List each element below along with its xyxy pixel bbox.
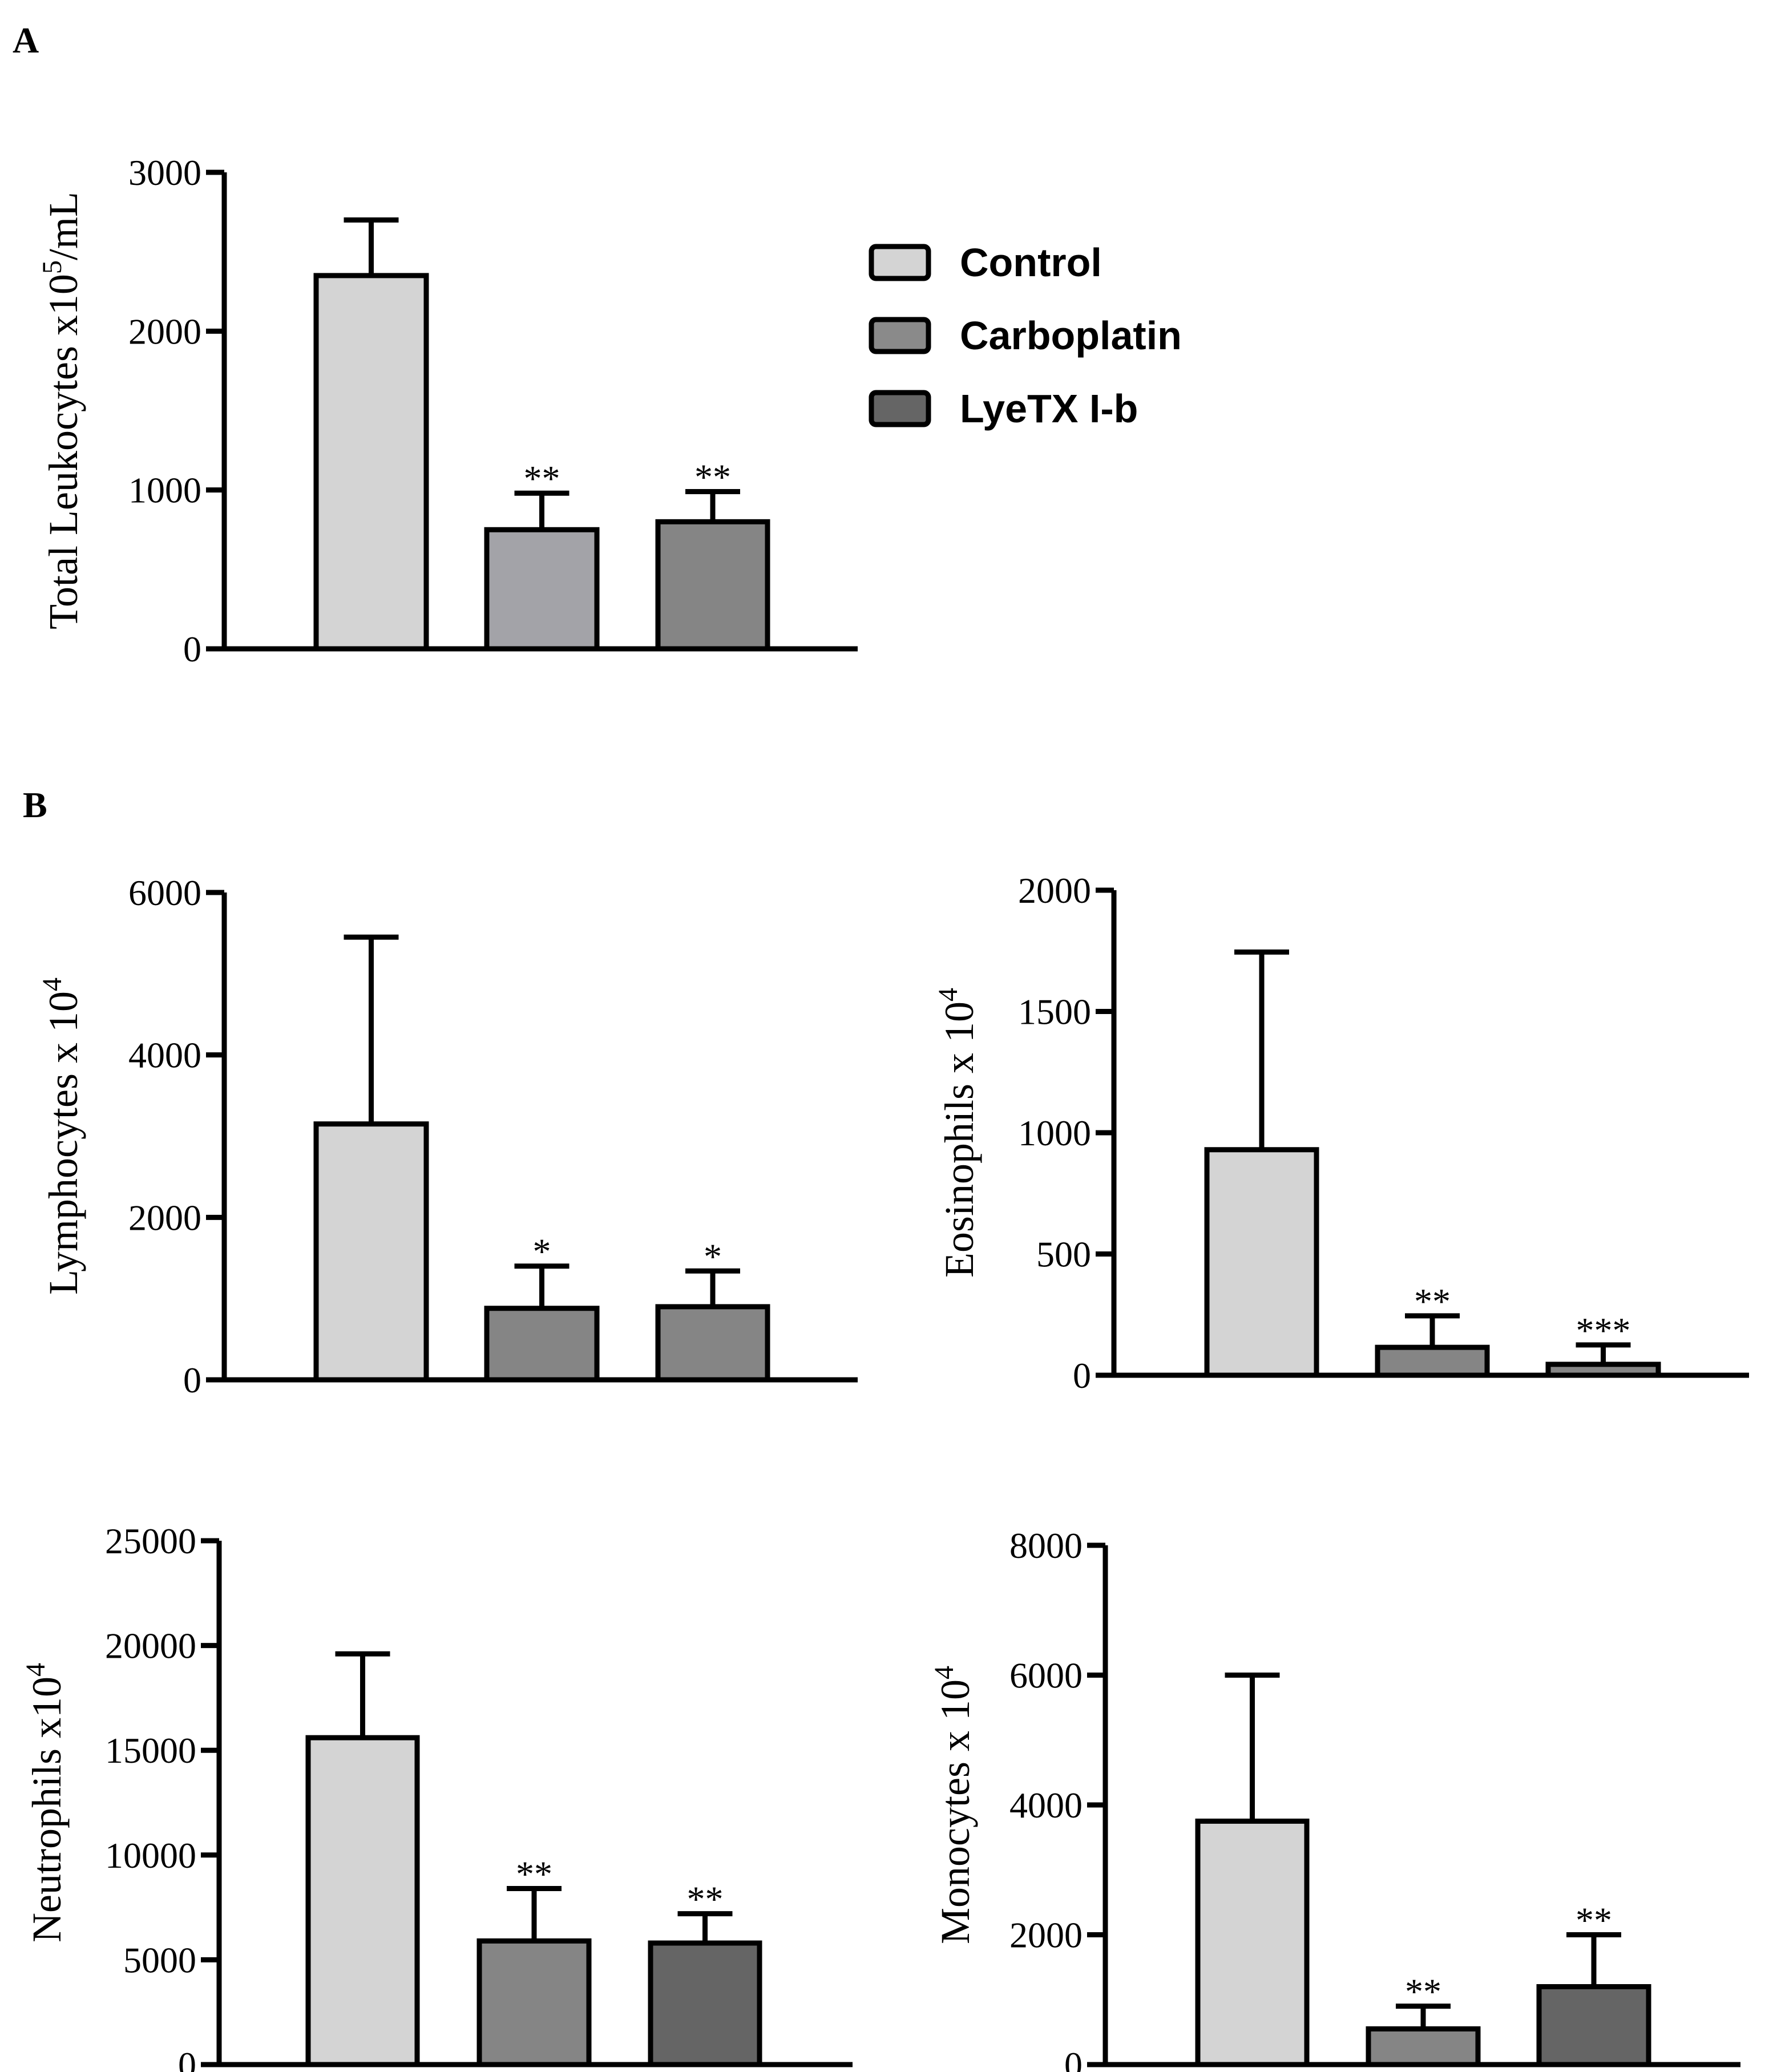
neutrophils-y-tick-label: 20000 <box>105 1626 196 1666</box>
total-y-axis-label: Total Leukocytes x105/mL <box>37 192 86 629</box>
lymphocytes-bar-control <box>313 1121 429 1383</box>
lymphocytes-y-tick-label: 0 <box>183 1360 201 1400</box>
legend-label-carboplatin: Carboplatin <box>960 313 1182 358</box>
lymphocytes-y-label-exponent: 4 <box>37 978 67 991</box>
monocytes-chart: 0 2000 4000 6000 8000 Monocytes x 104 ** ** <box>929 1525 1740 2072</box>
eosinophils-y-label-exponent: 4 <box>933 988 963 1001</box>
total-significance-label: ** <box>694 457 731 497</box>
monocytes-y-tick-label: 8000 <box>1009 1525 1083 1566</box>
eosinophils-y-axis-label: Eosinophils x 104 <box>933 988 982 1278</box>
monocytes-bar-control <box>1195 1818 1310 2067</box>
panel-label-b: B <box>23 785 47 825</box>
neutrophils-y-tick-label: 0 <box>178 2045 196 2072</box>
total-y-label-exponent: 5 <box>37 260 67 274</box>
monocytes-y-axis-label: Monocytes x 104 <box>929 1666 978 1944</box>
neutrophils-y-tick-label: 15000 <box>105 1730 196 1771</box>
legend-swatch-carboplatin <box>869 317 931 354</box>
total-significance-label: ** <box>524 458 560 499</box>
lymphocytes-bar-lyetx-i-b <box>655 1304 770 1383</box>
lymphocytes-significance-label: * <box>704 1236 722 1277</box>
monocytes-significance-label: ** <box>1405 1972 1441 2012</box>
legend-label-lyetx: LyeTX I-b <box>960 386 1138 431</box>
neutrophils-y-axis-label: Neutrophils x104 <box>21 1663 70 1942</box>
neutrophils-y-label-text: Neutrophils x10 <box>24 1677 70 1942</box>
eosinophils-bar-carboplatin <box>1375 1344 1490 1378</box>
legend: Control Carboplatin LyeTX I-b <box>869 240 1182 431</box>
eosinophils-y-tick-label: 500 <box>1036 1234 1091 1275</box>
lymphocytes-bar-carboplatin <box>484 1306 600 1383</box>
neutrophils-y-tick-label: 10000 <box>105 1835 196 1876</box>
total-bar-control <box>313 273 429 652</box>
lymphocytes-y-label-text: Lymphocytes x 10 <box>41 991 86 1295</box>
lymphocytes-chart: 0 2000 4000 6000 Lymphocytes x 104 * * <box>37 873 858 1400</box>
lymphocytes-y-tick-label: 2000 <box>128 1197 201 1238</box>
total-y-tick-label: 1000 <box>128 470 201 511</box>
eosinophils-significance-label: ** <box>1414 1281 1451 1322</box>
monocytes-bar-lyetx-i-b <box>1536 1984 1651 2067</box>
legend-swatch-lyetx <box>869 390 931 427</box>
eosinophils-y-tick-label: 1000 <box>1018 1113 1091 1153</box>
total-y-tick-label: 2000 <box>128 311 201 352</box>
eosinophils-y-label-text: Eosinophils x 10 <box>936 1001 982 1278</box>
neutrophils-bar-carboplatin <box>476 1938 592 2067</box>
monocytes-significance-label: ** <box>1576 1900 1612 1941</box>
panel-label-a: A <box>13 20 39 60</box>
total-y-tick-label: 3000 <box>128 152 201 193</box>
monocytes-y-tick-label: 6000 <box>1009 1655 1083 1696</box>
monocytes-bar-carboplatin <box>1366 2026 1481 2067</box>
neutrophils-chart: 0 5000 10000 15000 20000 25000 Neutrophils x10… <box>21 1521 853 2072</box>
legend-swatch-control <box>869 244 931 281</box>
total-y-label-unit: /mL <box>41 192 86 260</box>
total-bar-lyetx-i-b <box>655 519 770 652</box>
eosinophils-significance-label: *** <box>1576 1310 1631 1351</box>
neutrophils-y-tick-label: 25000 <box>105 1521 196 1561</box>
eosinophils-y-tick-label: 2000 <box>1018 870 1091 911</box>
neutrophils-significance-label: ** <box>516 1854 552 1895</box>
neutrophils-bar-control <box>305 1735 420 2067</box>
total-bar-carboplatin <box>484 527 600 652</box>
monocytes-y-tick-label: 4000 <box>1009 1785 1083 1825</box>
lymphocytes-y-tick-label: 6000 <box>128 873 201 913</box>
neutrophils-significance-label: ** <box>687 1879 724 1920</box>
total-y-tick-label: 0 <box>183 629 201 669</box>
eosinophils-bar-lyetx-i-b <box>1545 1362 1661 1378</box>
lymphocytes-significance-label: * <box>533 1231 551 1272</box>
monocytes-y-label-exponent: 4 <box>929 1666 959 1679</box>
total-y-label-text: Total Leukocytes x10 <box>41 274 86 629</box>
eosinophils-y-tick-label: 1500 <box>1018 992 1091 1032</box>
neutrophils-bar-lyetx-i-b <box>648 1940 762 2067</box>
eosinophils-y-tick-label: 0 <box>1073 1355 1091 1396</box>
neutrophils-y-label-exponent: 4 <box>21 1663 51 1677</box>
lymphocytes-y-tick-label: 4000 <box>128 1035 201 1076</box>
legend-label-control: Control <box>960 240 1102 285</box>
monocytes-y-label-text: Monocytes x 10 <box>932 1679 978 1944</box>
neutrophils-y-tick-label: 5000 <box>123 1940 196 1980</box>
lymphocytes-y-axis-label: Lymphocytes x 104 <box>37 978 86 1295</box>
eosinophils-bar-control <box>1204 1147 1319 1378</box>
monocytes-y-tick-label: 0 <box>1064 2045 1083 2072</box>
monocytes-y-tick-label: 2000 <box>1009 1915 1083 1956</box>
total-leukocytes-chart: 0 1000 2000 3000 Total Leukocytes x105/mL ** *… <box>37 152 858 669</box>
